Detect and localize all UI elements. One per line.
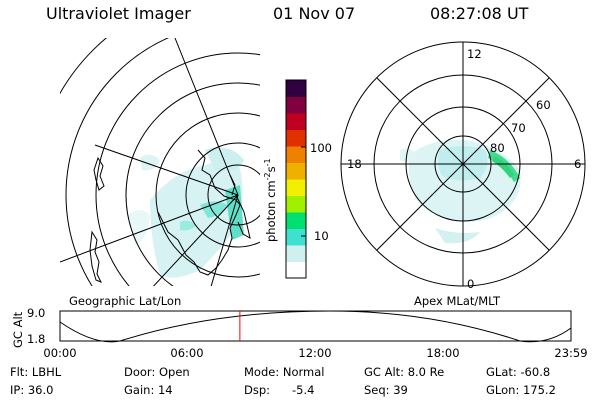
colorbar-tick-10: 10 [314,229,329,243]
colorbar-band [286,245,306,262]
timeline-ymin: 1.8 [27,332,46,346]
colorbar-band [286,162,306,180]
status-dsp-label: Dsp: [244,383,271,397]
colorbar-unit-label: photon cm-2s-1 [263,158,278,242]
colorbar-band [286,146,306,163]
mlt-label-18: 18 [347,157,362,171]
mlat-label-80: 80 [490,141,505,155]
status-dsp-value: -5.4 [292,383,315,397]
status-mode: Mode: Normal [244,365,325,379]
colorbar-tick-100: 100 [310,141,332,155]
colorbar-band [286,129,306,147]
mlt-label-12: 12 [467,47,482,61]
status-gc-alt: GC Alt: 8.0 Re [364,365,445,379]
time-label: 08:27:08 UT [430,4,529,23]
geographic-map-label: Geographic Lat/Lon [69,294,182,308]
colorbar-band [286,228,306,246]
status-gain: Gain: 14 [124,383,173,397]
date-label: 01 Nov 07 [273,4,356,23]
colorbar-frame [285,79,307,279]
colorbar-band [286,113,306,130]
colorbar-band [286,80,306,97]
timeline-tick-0000: 00:00 [43,346,77,360]
status-door: Door: Open [124,365,190,379]
timeline-tick-1800: 18:00 [426,346,460,360]
status-filter: Flt: LBHL [10,365,62,379]
colorbar-band [286,261,306,279]
mlt-label-0: 0 [467,277,475,291]
polar-map-label: Apex MLat/MLT [414,294,501,308]
timeline-tick-0600: 06:00 [170,346,204,360]
mlat-label-70: 70 [511,121,526,135]
status-seq: Seq: 39 [364,383,408,397]
colorbar [285,79,307,279]
timeline-ylabel: GC Alt [11,311,25,348]
status-ip: IP: 36.0 [10,383,54,397]
mlat-label-60: 60 [536,98,551,112]
status-glat: GLat: -60.8 [486,365,551,379]
mlt-label-6: 6 [574,157,582,171]
polar-map [340,41,586,287]
instrument-title: Ultraviolet Imager [46,4,191,23]
colorbar-band [286,212,306,229]
colorbar-band [286,195,306,213]
colorbar-band [286,179,306,196]
timeline-tick-1200: 12:00 [298,346,332,360]
colorbar-band [286,96,306,114]
geographic-map [60,38,260,286]
timeline-tick-2359: 23:59 [554,346,588,360]
status-glon: GLon: 175.2 [486,383,556,397]
timeline-ymax: 9.0 [27,306,46,320]
altitude-timeline [59,310,572,343]
